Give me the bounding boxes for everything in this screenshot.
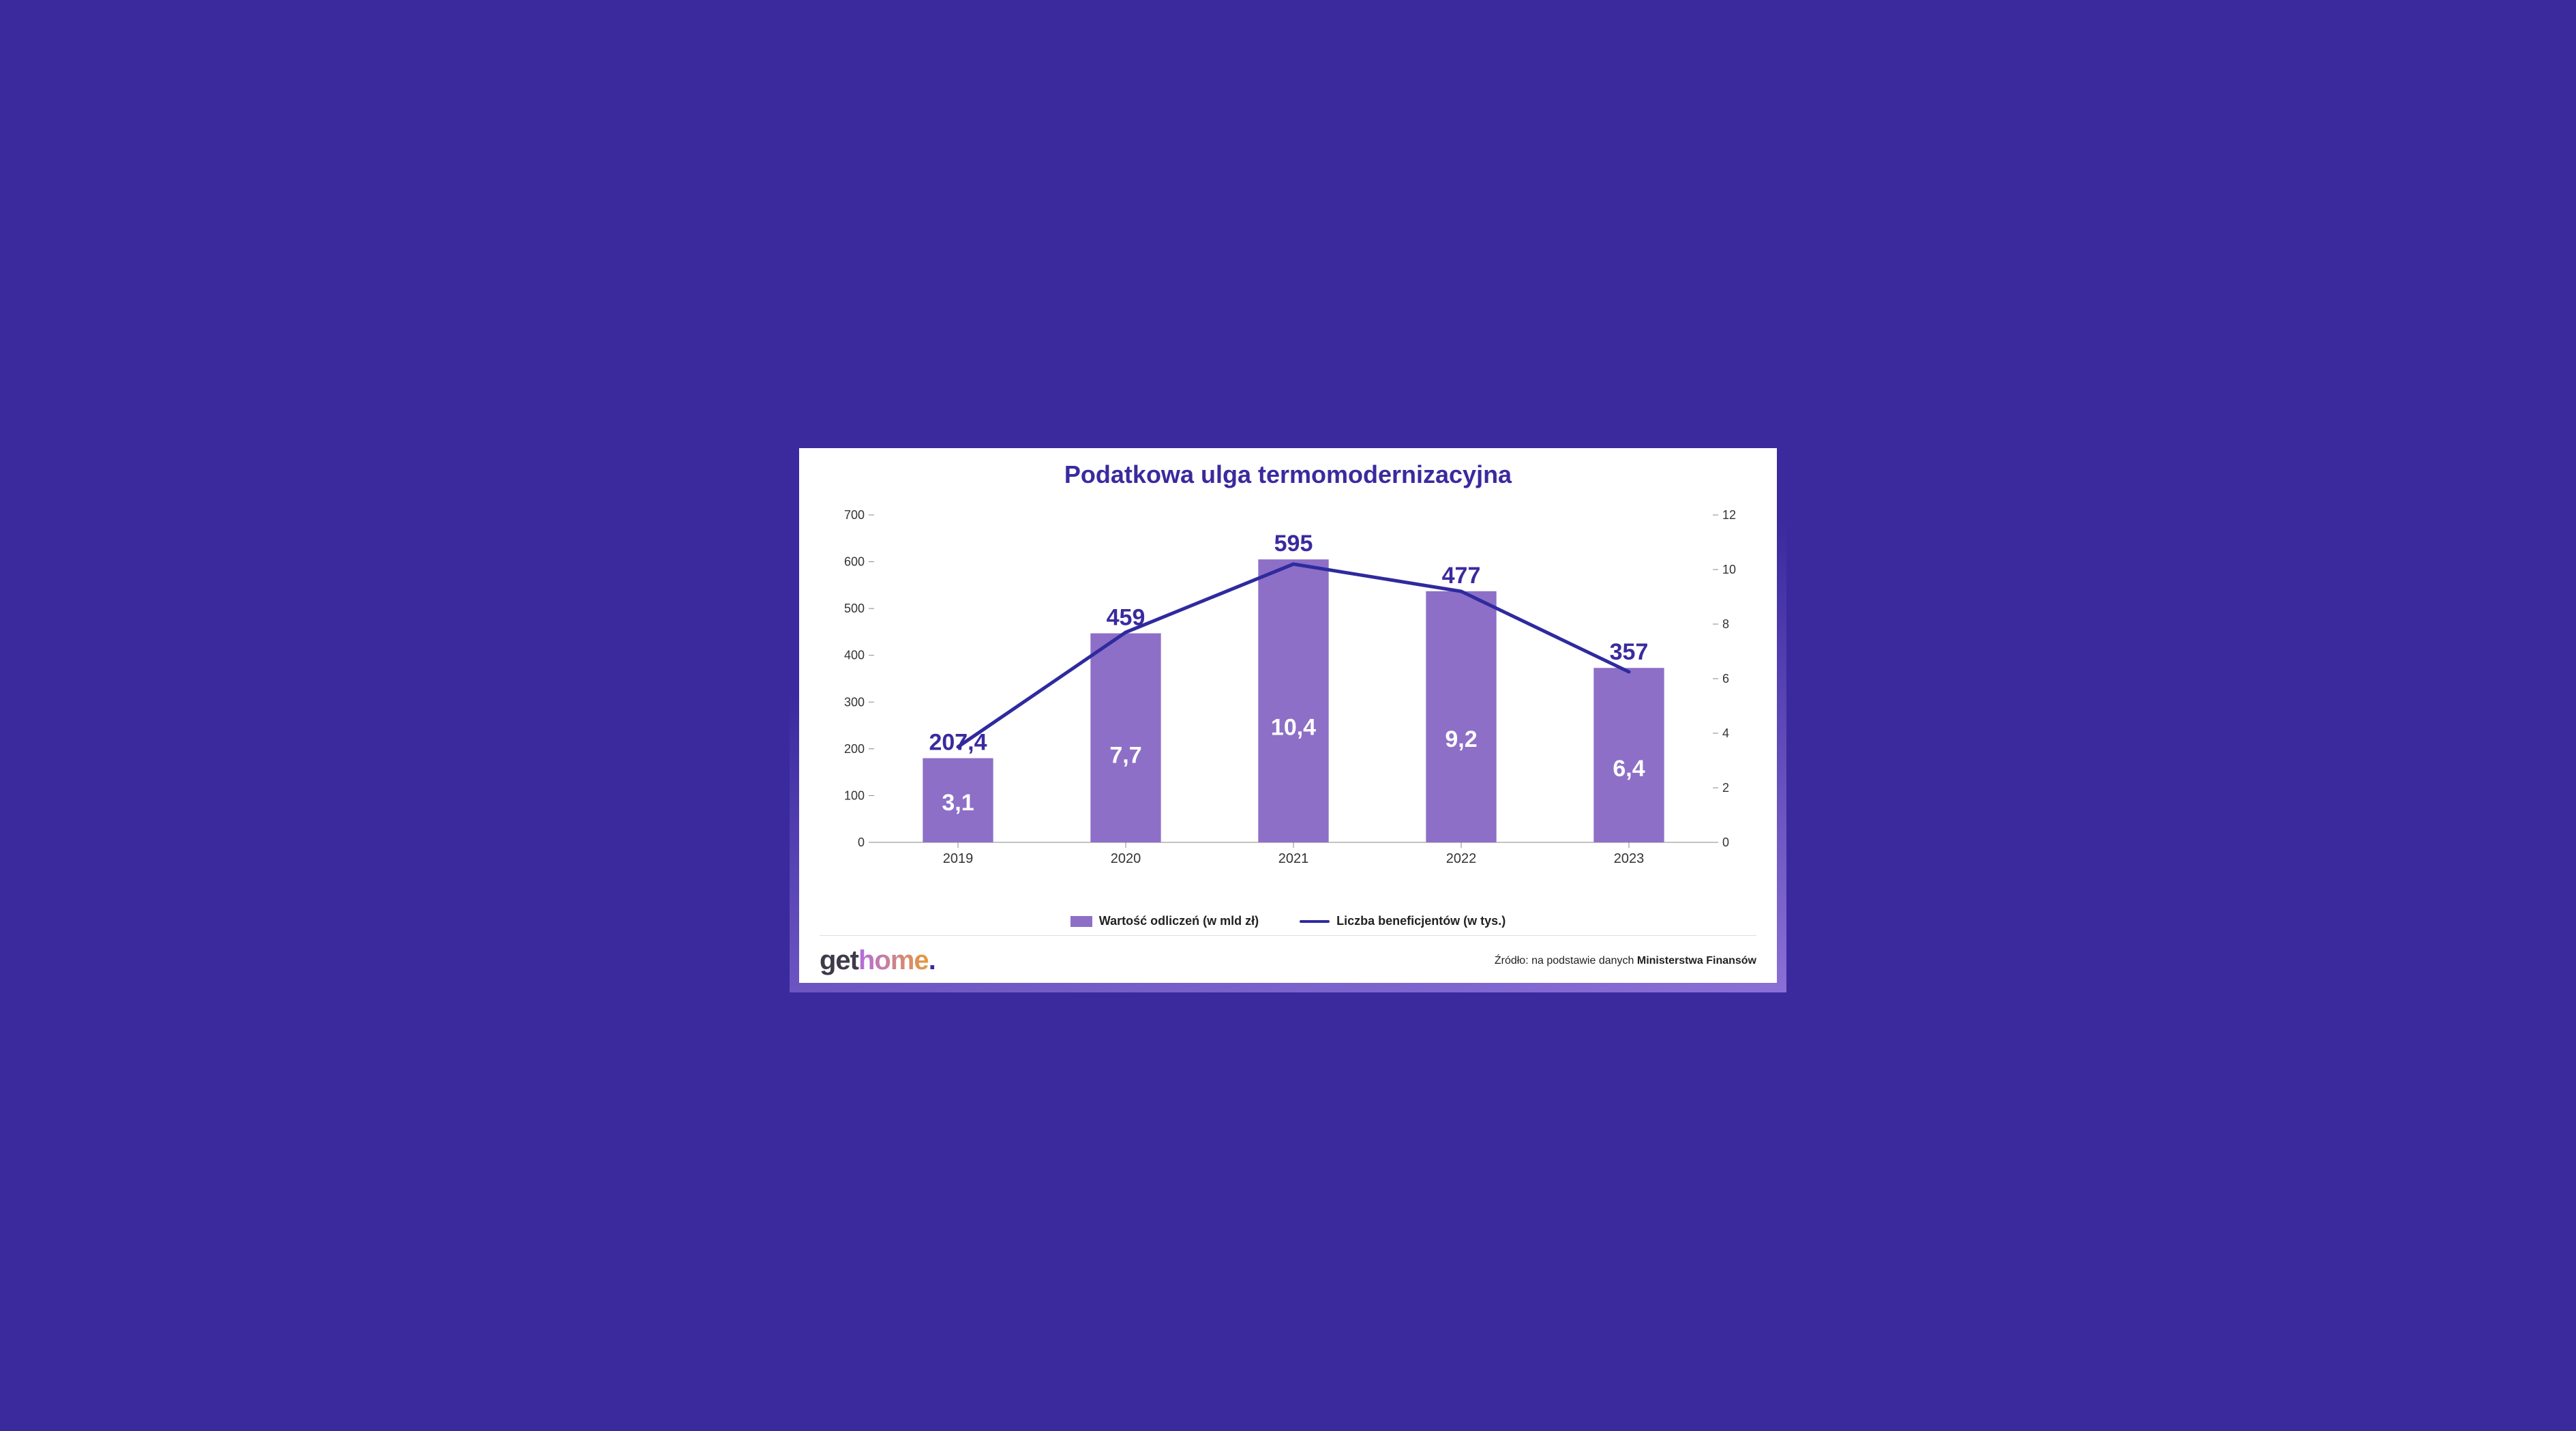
- svg-text:2019: 2019: [943, 851, 974, 866]
- svg-text:2: 2: [1722, 781, 1729, 795]
- svg-text:6: 6: [1722, 672, 1729, 685]
- svg-text:2020: 2020: [1111, 851, 1141, 866]
- svg-text:0: 0: [1722, 836, 1729, 849]
- legend-swatch-line: [1300, 920, 1330, 923]
- svg-text:2022: 2022: [1446, 851, 1477, 866]
- svg-text:200: 200: [844, 742, 865, 756]
- source-prefix: Źródło: na podstawie danych: [1495, 955, 1637, 967]
- chart-area: 0100200300400500600700024681012207,43,12…: [799, 495, 1777, 910]
- svg-text:500: 500: [844, 602, 865, 615]
- legend: Wartość odliczeń (w mld zł) Liczba benef…: [799, 910, 1777, 935]
- svg-text:6,4: 6,4: [1613, 756, 1645, 782]
- svg-text:9,2: 9,2: [1445, 726, 1477, 752]
- legend-line-label: Liczba beneficjentów (w tys.): [1336, 914, 1506, 928]
- logo: gethome.: [820, 945, 935, 976]
- svg-text:12: 12: [1722, 508, 1736, 522]
- svg-text:7,7: 7,7: [1109, 743, 1141, 769]
- svg-text:2023: 2023: [1614, 851, 1645, 866]
- svg-text:100: 100: [844, 788, 865, 802]
- svg-text:2021: 2021: [1278, 851, 1309, 866]
- source-bold: Ministerstwa Finansów: [1637, 955, 1756, 967]
- chart-svg: 0100200300400500600700024681012207,43,12…: [820, 495, 1761, 876]
- svg-text:600: 600: [844, 555, 865, 569]
- source-text: Źródło: na podstawie danych Ministerstwa…: [1495, 955, 1756, 967]
- svg-text:4: 4: [1722, 726, 1729, 740]
- svg-text:8: 8: [1722, 617, 1729, 631]
- legend-item-bars: Wartość odliczeń (w mld zł): [1070, 914, 1259, 928]
- svg-text:357: 357: [1610, 639, 1649, 665]
- chart-title: Podatkowa ulga termomodernizacyjna: [799, 448, 1777, 495]
- card: Podatkowa ulga termomodernizacyjna 01002…: [799, 448, 1777, 983]
- logo-dot: .: [929, 945, 935, 976]
- svg-text:3,1: 3,1: [942, 790, 974, 816]
- svg-text:400: 400: [844, 649, 865, 662]
- svg-text:477: 477: [1442, 563, 1481, 589]
- svg-text:10,4: 10,4: [1271, 714, 1316, 740]
- legend-item-line: Liczba beneficjentów (w tys.): [1300, 914, 1506, 928]
- footer: gethome. Źródło: na podstawie danych Min…: [820, 935, 1756, 983]
- svg-text:0: 0: [858, 836, 865, 849]
- svg-text:300: 300: [844, 695, 865, 709]
- svg-text:700: 700: [844, 508, 865, 522]
- outer-frame: Podatkowa ulga termomodernizacyjna 01002…: [790, 439, 1786, 992]
- legend-swatch-bar: [1070, 916, 1092, 927]
- svg-text:595: 595: [1274, 531, 1313, 557]
- legend-bar-label: Wartość odliczeń (w mld zł): [1099, 914, 1259, 928]
- logo-part2: home: [858, 945, 929, 976]
- svg-text:10: 10: [1722, 563, 1736, 576]
- logo-part1: get: [820, 945, 858, 976]
